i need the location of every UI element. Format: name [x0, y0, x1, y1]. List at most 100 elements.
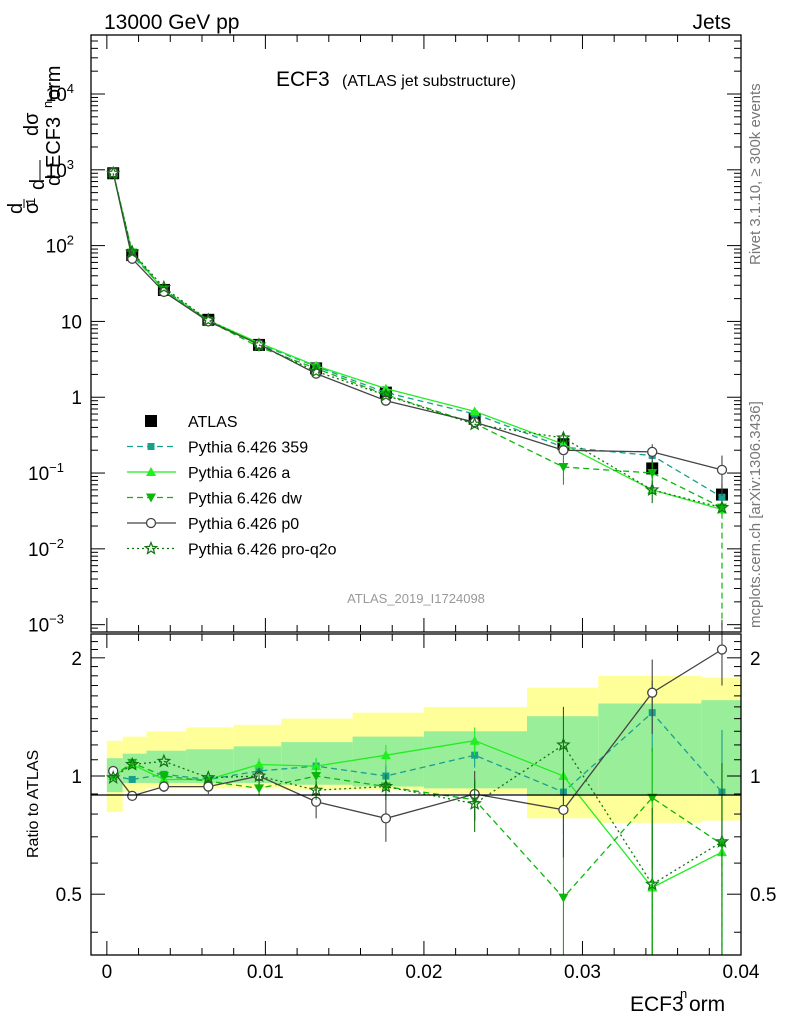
legend-item: Pythia 6.426 dw [127, 491, 302, 508]
main-point [716, 464, 728, 476]
svg-text:n: n [40, 101, 55, 108]
main-point [469, 406, 480, 416]
x-tick-label: 0.02 [405, 962, 442, 983]
svg-text:d: d [27, 179, 49, 190]
svg-text:σ: σ [21, 201, 43, 214]
ratio-point [158, 781, 170, 792]
svg-text:d: d [43, 175, 65, 186]
main-point [378, 387, 394, 402]
legend-item: Pythia 6.426 p0 [127, 516, 299, 533]
main-point [105, 165, 121, 180]
legend: ATLAS Pythia 6.426 359 Pythia 6.426 a Pythi… [127, 414, 337, 559]
legend-label: Pythia 6.426 dw [188, 491, 302, 508]
ratio-point [105, 770, 121, 784]
legend-item: Pythia 6.426 pro-q2o [127, 540, 337, 559]
x-tick-label: 0.01 [247, 962, 284, 983]
main-point [647, 446, 658, 458]
legend-marker [145, 415, 157, 427]
main-point [558, 463, 569, 473]
mcplots-label: mcplots.cern.ch [arXiv:1306.3436] [747, 401, 764, 628]
main-series [107, 167, 728, 511]
main-series [108, 167, 727, 514]
ratio-point [203, 781, 214, 792]
ratio-point [158, 772, 169, 782]
legend-item: Pythia 6.426 359 [127, 440, 308, 457]
ratio-axis-ticks: 0.5 0.5 1 1 2 2 0 0.01 0.02 0.03 0.04 [56, 634, 776, 983]
main-series [108, 168, 727, 513]
ratio-plot-frame [90, 633, 742, 956]
ratio-y-tick-label-right: 0.5 [750, 885, 776, 906]
green-band-bin [598, 703, 702, 796]
ratio-point [380, 813, 392, 824]
ratio-y-tick-label: 1 [71, 767, 82, 788]
svg-text:dσ: dσ [21, 112, 43, 136]
ratio-point [201, 770, 216, 784]
legend-marker [146, 467, 156, 476]
ratio-point [311, 772, 322, 782]
legend-marker [146, 493, 156, 503]
ratio-point [556, 737, 571, 752]
main-point [467, 416, 482, 431]
ratio-point [558, 804, 569, 815]
chart-subtitle: (ATLAS jet substructure) [342, 73, 516, 90]
ratio-point [716, 644, 728, 655]
svg-text:ECF3: ECF3 [630, 993, 684, 1016]
legend-marker [145, 517, 157, 529]
svg-text:d: d [5, 203, 27, 214]
legend-label: Pythia 6.426 p0 [188, 516, 299, 533]
main-point [380, 395, 392, 406]
ratio-point [254, 759, 265, 769]
xlabel: ECF3 n orm [630, 986, 725, 1016]
x-tick-label: 0.04 [723, 962, 760, 983]
ratio-point [127, 790, 138, 802]
main-point [647, 469, 658, 479]
ratio-point [380, 750, 391, 760]
svg-text:ECF3: ECF3 [43, 117, 65, 168]
y-tick-label: 10 [61, 312, 82, 333]
ratio-point [251, 768, 267, 783]
main-plot-frame [90, 34, 742, 633]
legend-marker [143, 540, 159, 555]
svg-text:n: n [680, 986, 687, 1001]
ratio-y-tick-label: 0.5 [56, 885, 82, 906]
y-tick-label: 10−1 [28, 460, 64, 485]
main-ylabel: d 1 σ d d ECF3 n orm dσ [5, 66, 65, 214]
legend-marker [147, 443, 155, 450]
legend-label: Pythia 6.426 pro-q2o [188, 542, 337, 559]
ratio-y-tick-label: 2 [71, 649, 82, 670]
ratio-point [254, 784, 265, 794]
ratio-point [127, 758, 138, 768]
main-point [308, 363, 324, 378]
ratio-ylabel: Ratio to ATLAS [25, 750, 42, 858]
y-tick-label: 102 [46, 233, 74, 258]
svg-text:orm: orm [43, 66, 65, 100]
main-series-lines [105, 165, 730, 632]
main-axis-ticks: 10−3 10−2 10−1 1 10 102 103 104 [28, 34, 742, 637]
main-series-line [112, 172, 723, 509]
main-point [718, 493, 726, 501]
ratio-point [469, 735, 480, 745]
ratio-point [124, 756, 140, 771]
legend-item: ATLAS [145, 414, 238, 431]
ratio-point [647, 793, 658, 803]
svg-text:1: 1 [23, 198, 38, 205]
header-right: Jets [692, 11, 731, 34]
main-point [714, 499, 730, 514]
x-tick-label: 0 [102, 962, 113, 983]
legend-label: ATLAS [188, 414, 238, 431]
ratio-point [714, 834, 730, 848]
legend-label: Pythia 6.426 359 [188, 440, 308, 457]
ratio-point [644, 876, 660, 891]
main-point [556, 430, 571, 445]
ratio-y-tick-label-right: 1 [750, 767, 761, 788]
green-band-bin [701, 700, 741, 796]
ratio-point [128, 775, 136, 783]
ratio-series-lines [105, 619, 730, 955]
y-tick-label: 1 [71, 388, 82, 409]
ratio-point [378, 778, 394, 793]
y-tick-label: 10−2 [28, 536, 64, 561]
ratio-point [156, 753, 172, 768]
main-point [644, 482, 660, 497]
y-tick-label: 103 [46, 157, 74, 182]
legend-label: Pythia 6.426 a [188, 465, 290, 482]
